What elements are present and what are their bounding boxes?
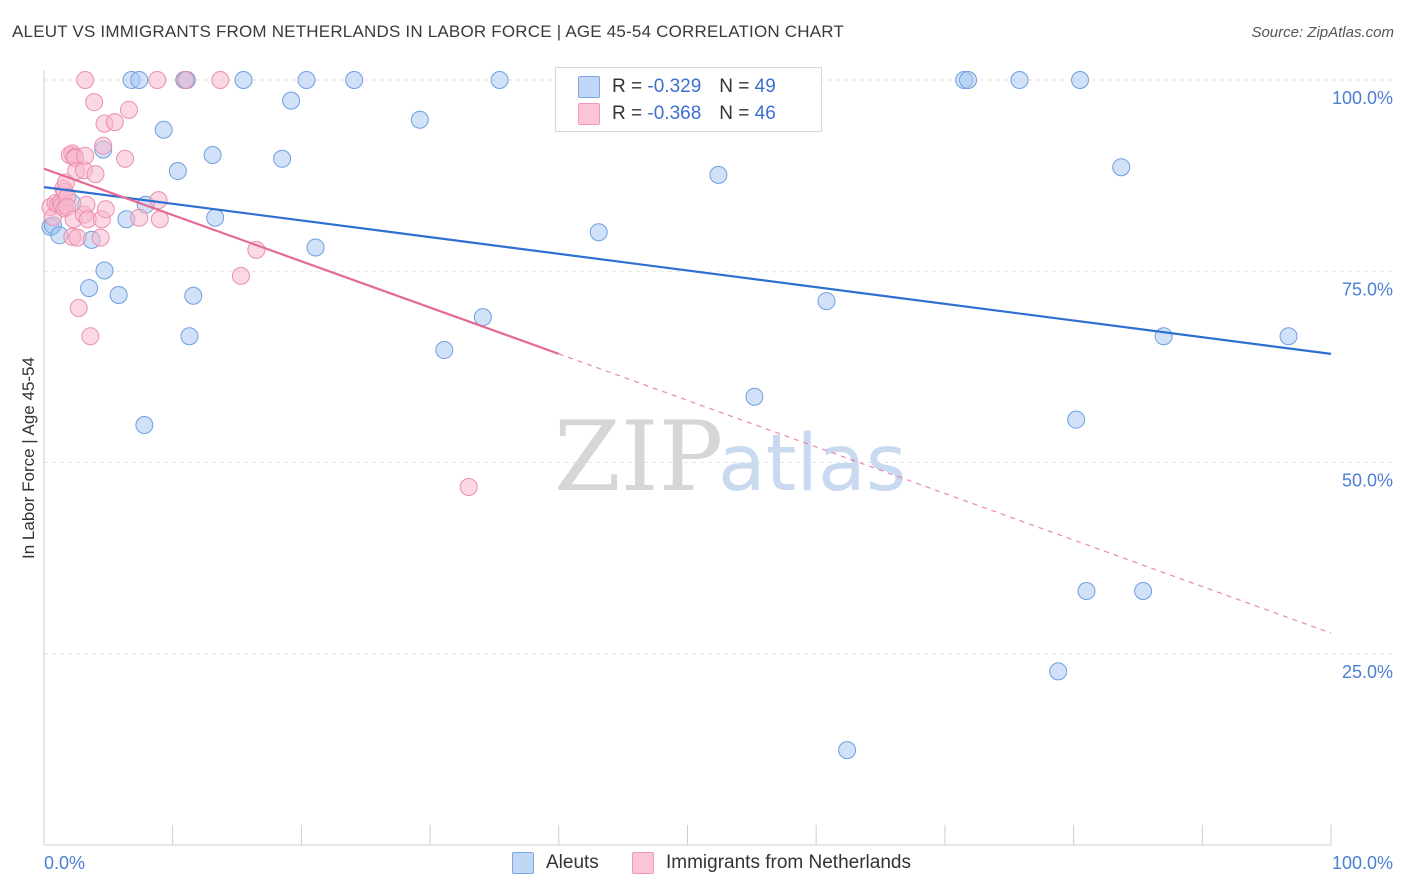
point-aleuts (154, 120, 173, 139)
watermark-zip: ZIP (554, 401, 723, 513)
point-aleuts (745, 387, 764, 406)
y-tick-label: 75.0% (1342, 279, 1393, 299)
point-netherlands (86, 165, 105, 184)
point-netherlands (459, 477, 478, 496)
axes-layer (43, 70, 1332, 846)
point-aleuts (1077, 582, 1096, 601)
legend-swatch-netherlands (578, 103, 600, 125)
point-aleuts (345, 71, 364, 89)
legend-r-label: R = (612, 76, 643, 97)
legend-row-netherlands: R = -0.368 N = 46 (578, 101, 776, 127)
legend-r-label: R = (612, 103, 643, 124)
series-legend-netherlands: Immigrants from Netherlands (632, 852, 911, 874)
point-aleuts (203, 145, 222, 164)
point-aleuts (282, 91, 301, 110)
point-aleuts (589, 223, 608, 242)
point-aleuts (410, 110, 429, 129)
point-aleuts (206, 208, 225, 227)
point-aleuts (1067, 410, 1086, 429)
point-aleuts (1071, 71, 1090, 89)
point-netherlands (231, 266, 250, 285)
grid-layer (44, 79, 1392, 655)
point-netherlands (76, 71, 95, 89)
legend-n-value: 49 (754, 76, 776, 97)
point-aleuts (1279, 327, 1298, 346)
point-aleuts (80, 279, 99, 298)
point-netherlands (176, 71, 195, 89)
point-netherlands (68, 228, 87, 247)
point-aleuts (1134, 582, 1153, 601)
series-netherlands (41, 71, 478, 496)
point-aleuts (1010, 71, 1029, 89)
point-aleuts (135, 416, 154, 435)
series-legend-aleuts: Aleuts (512, 852, 599, 874)
point-aleuts (1049, 662, 1068, 681)
point-aleuts (1112, 158, 1131, 177)
point-aleuts (435, 341, 454, 360)
chart-title: ALEUT VS IMMIGRANTS FROM NETHERLANDS IN … (12, 22, 845, 41)
y-tick-label: 100.0% (1332, 88, 1393, 108)
legend-r-value: -0.329 (647, 76, 702, 97)
point-netherlands (130, 208, 149, 227)
point-netherlands (96, 200, 115, 219)
point-aleuts (473, 308, 492, 327)
point-aleuts (297, 71, 316, 89)
legend-n-value: 46 (754, 103, 776, 124)
point-aleuts (180, 327, 199, 346)
point-aleuts (130, 71, 149, 89)
tick-layer: 25.0% 50.0% 75.0% 100.0% 0.0% 100.0% (44, 88, 1393, 873)
point-aleuts (306, 238, 325, 257)
legend-row-aleuts: R = -0.329 N = 49 (578, 74, 776, 100)
trendline-netherlands-extrapolated (558, 353, 1332, 634)
watermark: ZIP atlas (554, 401, 907, 513)
trendline-aleuts (43, 186, 1332, 355)
x-tick-label: 100.0% (1332, 853, 1393, 873)
watermark-atlas: atlas (718, 419, 907, 509)
point-aleuts (959, 71, 978, 89)
x-tick-label: 0.0% (44, 853, 85, 873)
point-aleuts (109, 285, 128, 304)
legend-swatch-aleuts (578, 76, 600, 98)
stats-legend: R = -0.329 N = 49 R = -0.368 N = 46 (555, 67, 822, 132)
legend-n-label: N = (719, 76, 750, 97)
series-legend-label-aleuts: Aleuts (546, 852, 599, 873)
point-netherlands (81, 327, 100, 346)
point-aleuts (817, 292, 836, 311)
point-aleuts (95, 261, 114, 280)
point-netherlands (119, 100, 138, 119)
series-legend-swatch-netherlands (632, 852, 654, 874)
series-legend: Aleuts Immigrants from Netherlands (0, 852, 1406, 878)
y-axis-label: In Labor Force | Age 45-54 (19, 357, 38, 559)
source-credit: Source: ZipAtlas.com (1251, 24, 1394, 41)
point-netherlands (69, 298, 88, 317)
point-netherlands (85, 93, 104, 112)
point-aleuts (838, 741, 857, 760)
point-netherlands (91, 228, 110, 247)
y-tick-label: 25.0% (1342, 662, 1393, 682)
point-aleuts (709, 165, 728, 184)
point-aleuts (490, 71, 509, 89)
y-tick-label: 50.0% (1342, 471, 1393, 491)
point-netherlands (105, 113, 124, 132)
point-aleuts (184, 286, 203, 305)
point-netherlands (148, 71, 167, 89)
point-netherlands (116, 149, 135, 168)
legend-r-value: -0.368 (647, 103, 702, 124)
series-legend-label-netherlands: Immigrants from Netherlands (666, 852, 911, 873)
series-legend-swatch-aleuts (512, 852, 534, 874)
point-aleuts (273, 149, 292, 168)
legend-n-label: N = (719, 103, 750, 124)
point-aleuts (168, 162, 187, 181)
trendline-netherlands (43, 167, 560, 355)
point-aleuts (234, 71, 253, 89)
point-netherlands (211, 71, 230, 89)
trend-layer (43, 167, 1332, 634)
point-netherlands (76, 146, 95, 165)
point-netherlands (94, 136, 113, 155)
